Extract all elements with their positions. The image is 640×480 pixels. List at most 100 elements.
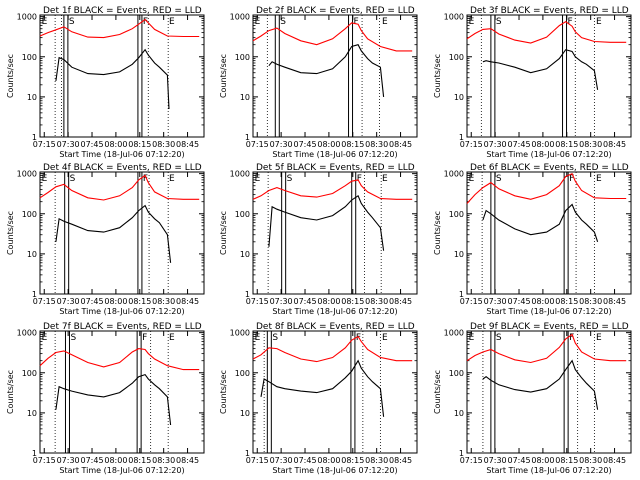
marker-label: F: [357, 174, 362, 184]
y-tick-label: 10: [454, 409, 464, 418]
x-tick-label: 07:15: [460, 297, 483, 306]
x-tick-label: 07:30: [270, 456, 293, 465]
x-tick-label: 07:30: [484, 140, 507, 149]
y-tick-label: 1000: [230, 13, 250, 22]
y-tick-label: 1000: [444, 329, 464, 338]
x-tick-label: 08:45: [389, 297, 412, 306]
plot-frame: [252, 14, 418, 138]
y-tick-label: 10: [27, 250, 37, 259]
x-tick-label: 08:15: [555, 297, 578, 306]
plot-frame: [466, 171, 632, 295]
lld-series-line: [466, 172, 627, 204]
lld-series-line: [466, 21, 627, 44]
x-tick-label: 07:30: [270, 140, 293, 149]
y-tick-label: 100: [449, 53, 464, 62]
y-tick-label: 1: [245, 449, 250, 458]
panel-title: Det 4f BLACK = Events, RED = LLD: [43, 163, 202, 173]
x-tick-label: 08:00: [317, 297, 340, 306]
x-tick-label: 08:45: [176, 297, 199, 306]
y-tick-label: 10: [454, 93, 464, 102]
lld-series-line: [39, 174, 200, 201]
x-tick-label: 08:00: [104, 456, 127, 465]
y-tick-label: 100: [22, 369, 37, 378]
x-tick-label: 08:30: [365, 297, 388, 306]
lld-series-line: [252, 22, 413, 52]
x-tick-label: 07:30: [270, 297, 293, 306]
x-tick-label: 08:45: [389, 456, 412, 465]
y-tick-label: 1000: [17, 13, 37, 22]
x-tick-label: 07:15: [460, 456, 483, 465]
marker-label: E: [255, 174, 261, 184]
events-series-line: [55, 204, 172, 263]
marker-label: E: [255, 333, 261, 343]
x-tick-label: 08:30: [365, 456, 388, 465]
marker-label: F: [143, 174, 148, 184]
y-tick-label: 10: [27, 93, 37, 102]
y-axis-label: Counts/sec: [6, 211, 15, 255]
x-tick-label: 07:45: [293, 456, 316, 465]
x-tick-label: 07:15: [246, 456, 269, 465]
x-axis-label: Start Time (18-Jul-06 07:12:20): [59, 307, 184, 316]
panel-title: Det 6f BLACK = Events, RED = LLD: [470, 163, 629, 173]
x-tick-label: 07:30: [57, 140, 80, 149]
events-series-line: [268, 194, 385, 251]
x-tick-label: 08:30: [152, 140, 175, 149]
plot-frame: [252, 330, 418, 454]
marker-label: E: [596, 333, 602, 343]
y-tick-label: 1000: [17, 329, 37, 338]
marker-label: E: [255, 17, 261, 27]
x-axis-label: Start Time (18-Jul-06 07:12:20): [486, 466, 611, 475]
y-tick-label: 1: [459, 133, 464, 142]
x-tick-label: 08:45: [603, 297, 626, 306]
y-tick-label: 100: [235, 369, 250, 378]
x-tick-label: 07:15: [246, 140, 269, 149]
x-axis-label: Start Time (18-Jul-06 07:12:20): [272, 150, 397, 159]
y-tick-label: 1: [32, 133, 37, 142]
x-axis-label: Start Time (18-Jul-06 07:12:20): [59, 150, 184, 159]
y-tick-label: 100: [235, 210, 250, 219]
plot-frame: [466, 14, 632, 138]
marker-label: E: [596, 174, 602, 184]
panel-title: Det 5f BLACK = Events, RED = LLD: [256, 163, 415, 173]
y-tick-label: 100: [449, 210, 464, 219]
marker-label: S: [496, 333, 502, 343]
x-tick-label: 08:00: [531, 456, 554, 465]
marker-label: E: [382, 17, 388, 27]
x-tick-label: 07:15: [33, 297, 56, 306]
y-tick-label: 100: [22, 53, 37, 62]
x-tick-label: 08:00: [317, 456, 340, 465]
marker-label: F: [568, 17, 573, 27]
x-tick-label: 08:30: [365, 140, 388, 149]
x-tick-label: 07:15: [246, 297, 269, 306]
marker-label: E: [596, 17, 602, 27]
marker-label: S: [280, 17, 286, 27]
marker-label: E: [469, 17, 475, 27]
y-axis-label: Counts/sec: [433, 54, 442, 98]
x-tick-label: 08:30: [579, 140, 602, 149]
x-tick-label: 07:45: [507, 297, 530, 306]
y-axis-label: Counts/sec: [219, 54, 228, 98]
y-tick-label: 10: [27, 409, 37, 418]
lld-series-line: [39, 348, 200, 371]
marker-label: S: [287, 174, 293, 184]
y-tick-label: 10: [240, 93, 250, 102]
lld-series-line: [252, 335, 413, 363]
y-tick-label: 1000: [230, 170, 250, 179]
x-tick-label: 07:45: [293, 297, 316, 306]
x-axis-label: Start Time (18-Jul-06 07:12:20): [272, 466, 397, 475]
y-axis-label: Counts/sec: [433, 211, 442, 255]
x-tick-label: 08:45: [603, 140, 626, 149]
events-series-line: [268, 44, 385, 97]
x-tick-label: 08:45: [389, 140, 412, 149]
x-tick-label: 08:15: [128, 140, 151, 149]
events-series-line: [482, 203, 599, 242]
marker-label: E: [169, 174, 175, 184]
x-tick-label: 08:15: [128, 297, 151, 306]
x-tick-label: 08:00: [531, 297, 554, 306]
panel-title: Det 8f BLACK = Events, RED = LLD: [256, 322, 415, 332]
events-series-line: [55, 373, 172, 426]
y-tick-label: 100: [22, 210, 37, 219]
x-tick-label: 08:15: [555, 140, 578, 149]
y-tick-label: 1000: [230, 329, 250, 338]
